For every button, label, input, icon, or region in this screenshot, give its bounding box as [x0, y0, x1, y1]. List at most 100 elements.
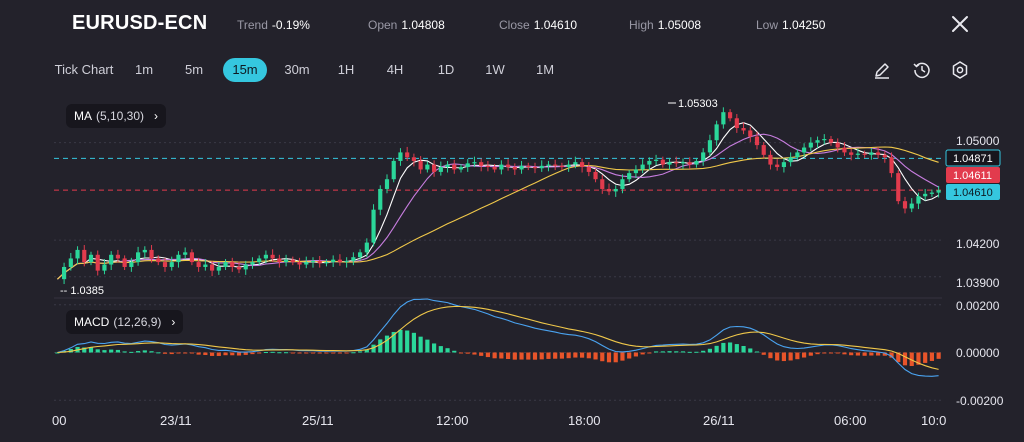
high-marker-label: 1.05303 — [678, 98, 718, 110]
tab-15m[interactable]: 15m — [223, 58, 267, 82]
candle-body — [418, 160, 423, 170]
price-tag-cyan-box — [945, 149, 1001, 167]
candle-body — [391, 160, 396, 180]
candle — [896, 170, 901, 205]
macd-indicator-pill[interactable]: MACD (12,26,9) › — [66, 310, 184, 334]
trend-stat: Trend -0.19% — [237, 18, 310, 32]
macd-bar — [600, 352, 605, 362]
candle-body — [936, 190, 941, 193]
candle — [499, 160, 504, 175]
candle-body — [600, 179, 605, 189]
candle-body — [109, 254, 114, 265]
tab-tick-chart[interactable]: Tick Chart — [54, 62, 114, 77]
candle — [62, 262, 67, 285]
candle — [411, 153, 416, 167]
tab-1d[interactable]: 1D — [437, 62, 455, 77]
candle — [465, 159, 470, 172]
pencil-icon[interactable] — [872, 60, 892, 80]
candle — [566, 160, 571, 172]
macd-bar — [754, 351, 760, 353]
macd-bar — [102, 350, 107, 353]
macd-bar — [351, 352, 356, 354]
candle — [432, 160, 437, 177]
candle — [337, 254, 342, 266]
candle — [627, 170, 632, 183]
candle — [210, 260, 215, 277]
candle-body — [183, 252, 188, 255]
candle-body — [142, 249, 147, 253]
candle-body — [876, 152, 881, 155]
macd-bar — [546, 352, 551, 359]
candle-body — [862, 153, 867, 155]
candle — [633, 165, 638, 178]
candle-body — [506, 164, 511, 168]
ma-params: (5,10,30) — [96, 109, 145, 123]
macd-tick-3: -0.00200 — [956, 394, 1004, 408]
candle-body — [835, 142, 840, 148]
macd-bar — [223, 352, 228, 356]
trend-value: -0.19% — [271, 18, 310, 32]
macd-line — [57, 298, 939, 377]
candle-body — [680, 162, 686, 164]
candle — [559, 162, 564, 171]
candle-body — [485, 165, 490, 168]
macd-name: MACD — [74, 315, 110, 329]
candle — [472, 156, 477, 168]
candle — [795, 149, 800, 161]
tab-1w[interactable]: 1W — [485, 62, 505, 77]
macd-bar — [499, 352, 504, 359]
macd-bar — [741, 345, 746, 353]
candle-body — [270, 254, 275, 259]
macd-bar — [680, 351, 686, 353]
candle-body — [707, 140, 712, 153]
tab-4h[interactable]: 4H — [386, 62, 404, 77]
x-label-6: 06:00 — [834, 413, 867, 428]
candle-body — [324, 262, 329, 264]
candle-body — [438, 167, 443, 172]
macd-bar — [55, 352, 60, 354]
macd-bar — [761, 352, 766, 355]
macd-bar — [183, 352, 188, 354]
macd-bar — [257, 352, 262, 354]
tab-5m[interactable]: 5m — [184, 62, 204, 77]
macd-tick-1: 0.00200 — [956, 299, 1000, 313]
tab-30m[interactable]: 30m — [284, 62, 310, 77]
candle-body — [647, 160, 652, 165]
candle — [284, 254, 289, 267]
candle — [728, 109, 733, 122]
candle — [802, 143, 807, 158]
macd-lines — [57, 298, 939, 377]
settings-icon[interactable] — [950, 60, 970, 80]
candle — [855, 148, 860, 160]
candle-body — [512, 167, 517, 170]
candle-body — [384, 179, 390, 189]
macd-bar — [828, 352, 834, 354]
candle-body — [909, 203, 914, 209]
high-value: 1.05008 — [657, 18, 702, 32]
macd-bar — [270, 351, 275, 353]
tab-1h[interactable]: 1H — [337, 62, 355, 77]
candle — [364, 238, 369, 258]
price-tick-2: 1.04200 — [956, 237, 1000, 251]
x-label-5: 26/11 — [703, 413, 735, 428]
candle — [169, 256, 174, 271]
candle-body — [129, 262, 134, 267]
candle-body — [263, 254, 268, 259]
macd-bar — [418, 336, 423, 353]
candle-body — [189, 252, 194, 263]
candle-body — [660, 159, 665, 165]
macd-bar — [573, 352, 578, 358]
candle — [506, 159, 511, 171]
ma-indicator-pill[interactable]: MA (5,10,30) › — [66, 104, 167, 128]
macd-bar — [647, 352, 652, 354]
clock-icon[interactable] — [912, 60, 932, 80]
macd-bar — [802, 352, 807, 358]
candle-body — [620, 179, 625, 189]
close-icon[interactable] — [950, 14, 970, 34]
tab-1m[interactable]: 1m — [134, 62, 154, 77]
macd-bar — [337, 352, 342, 354]
candle-body — [795, 152, 800, 158]
candle — [317, 256, 322, 268]
tab-1month[interactable]: 1M — [535, 62, 555, 77]
